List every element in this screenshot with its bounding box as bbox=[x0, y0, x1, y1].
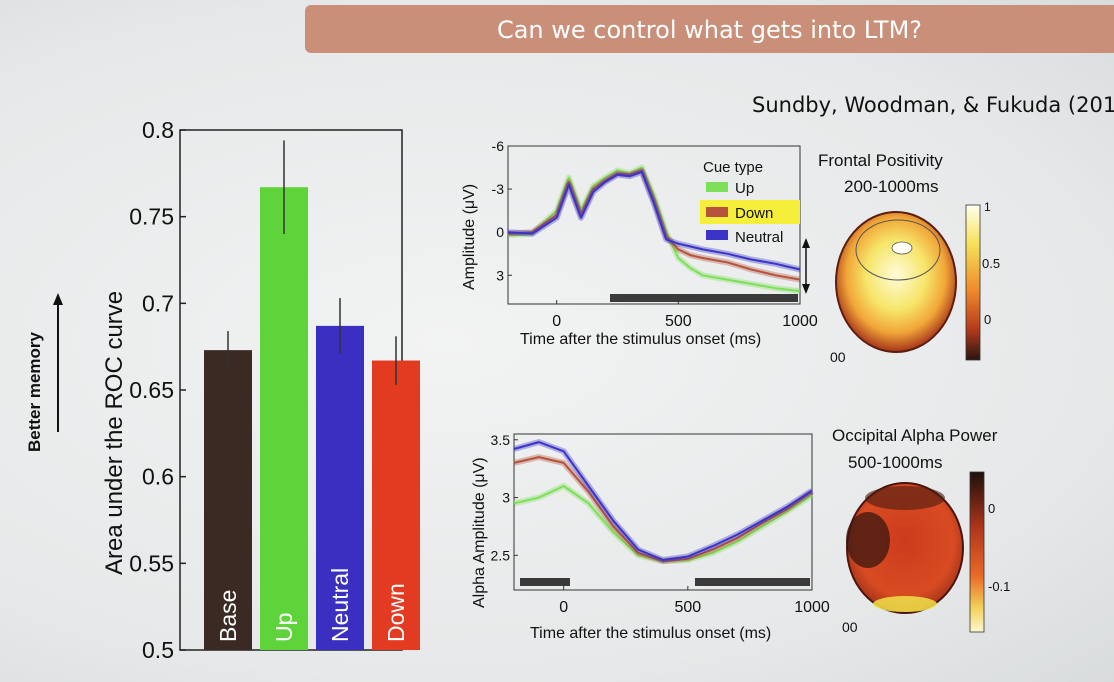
erp-line-chart: Amplitude (μV) Time after the stimulus o… bbox=[461, 138, 818, 348]
legend-label-down: Down bbox=[735, 205, 773, 222]
alpha-x-tick-label: 500 bbox=[674, 599, 701, 616]
alpha-x-tick-label: 1000 bbox=[794, 599, 830, 616]
legend-swatch-neutral bbox=[706, 230, 728, 240]
erp-legend: Cue type Up Down Neutral bbox=[700, 159, 800, 246]
bar-down bbox=[372, 360, 420, 650]
alpha-sig-bar-baseline bbox=[520, 578, 570, 586]
alpha-x-axis-label: Time after the stimulus onset (ms) bbox=[530, 625, 771, 642]
erp-y-tick-label: 0 bbox=[496, 224, 504, 240]
alpha-cbar-tick-neg01: -0.1 bbox=[988, 579, 1010, 594]
legend-swatch-down bbox=[706, 207, 728, 217]
bar-y-tick-label: 0.7 bbox=[142, 290, 174, 316]
alpha-y-axis-label: Alpha Amplitude (μV) bbox=[471, 457, 488, 608]
frontal-title: Frontal Positivity bbox=[818, 151, 943, 170]
frontal-subtitle: 200-1000ms bbox=[844, 177, 939, 196]
alpha-colorbar bbox=[969, 471, 985, 633]
erp-down-arrowhead bbox=[802, 284, 810, 294]
roc-bar-chart: Area under the ROC curve 0.5 0.55 0.6 0.65 0… bbox=[101, 117, 420, 663]
alpha-band-down bbox=[513, 454, 814, 565]
alpha-cbar-tick-0: 0 bbox=[988, 501, 995, 516]
better-memory-arrowhead bbox=[53, 293, 63, 305]
frontal-head-map bbox=[835, 211, 957, 353]
erp-chart-frame bbox=[507, 145, 801, 305]
bar-y-tick-label: 0.55 bbox=[129, 550, 174, 576]
legend-swatch-up bbox=[706, 182, 728, 192]
bar-y-tick-label: 0.6 bbox=[142, 464, 174, 490]
alpha-x-tick-label: 0 bbox=[559, 599, 568, 616]
frontal-topomap: Frontal Positivity 200-1000ms 1 0.5 0 00 bbox=[818, 151, 1000, 365]
bar-y-tick-label: 0.5 bbox=[142, 637, 174, 663]
better-memory-label: Better memory bbox=[25, 331, 44, 452]
legend-label-up: Up bbox=[735, 180, 754, 197]
erp-y-tick-label: 3 bbox=[496, 267, 504, 283]
bar-y-tick-label: 0.75 bbox=[129, 204, 174, 230]
bar-label-base: Base bbox=[215, 590, 241, 642]
erp-legend-title: Cue type bbox=[703, 159, 763, 176]
bar-base bbox=[204, 350, 252, 650]
alpha-line-down bbox=[513, 456, 813, 563]
bar-neutral bbox=[316, 325, 364, 650]
erp-y-tick-label: -3 bbox=[492, 181, 505, 197]
erp-x-tick-label: 0 bbox=[552, 313, 561, 330]
erp-line-down bbox=[507, 169, 801, 281]
frontal-contour bbox=[855, 219, 941, 281]
slide-title: Can we control what gets into LTM? bbox=[496, 16, 923, 44]
erp-x-tick-label: 1000 bbox=[782, 313, 818, 330]
alpha-bottom-glow bbox=[873, 596, 937, 612]
frontal-cbar-tick-1: 1 bbox=[984, 200, 991, 214]
alpha-topomap: Occipital Alpha Power 500-1000ms 0 -0.1 … bbox=[832, 426, 1010, 635]
erp-y-tick-label: -6 bbox=[492, 138, 505, 154]
frontal-corner-label: 00 bbox=[830, 349, 846, 365]
legend-label-neutral: Neutral bbox=[735, 229, 783, 246]
alpha-y-tick-label: 3.5 bbox=[491, 432, 511, 448]
bar-y-tick-label: 0.8 bbox=[142, 117, 174, 143]
erp-x-tick-label: 500 bbox=[665, 313, 692, 330]
bar-up bbox=[260, 187, 308, 650]
alpha-map-title: Occipital Alpha Power bbox=[832, 426, 998, 445]
alpha-y-tick-label: 3 bbox=[502, 490, 510, 506]
citation: Sundby, Woodman, & Fukuda (2019) bbox=[752, 93, 1114, 117]
erp-up-arrowhead bbox=[802, 238, 810, 248]
alpha-dark-top bbox=[865, 486, 945, 510]
alpha-map-subtitle: 500-1000ms bbox=[848, 453, 943, 472]
alpha-line-chart: Alpha Amplitude (μV) Time after the stim… bbox=[471, 432, 830, 642]
alpha-dark-left bbox=[846, 512, 890, 568]
frontal-peak bbox=[891, 241, 913, 255]
alpha-y-tick-label: 2.5 bbox=[491, 547, 511, 563]
bar-label-up: Up bbox=[271, 613, 297, 642]
frontal-cbar-tick-0: 0 bbox=[984, 312, 991, 327]
alpha-line-neutral bbox=[513, 441, 813, 561]
bar-label-neutral: Neutral bbox=[327, 568, 353, 642]
bar-y-axis-label: Area under the ROC curve bbox=[101, 291, 128, 575]
erp-line-up bbox=[507, 166, 801, 293]
bar-label-down: Down bbox=[383, 583, 409, 642]
erp-x-axis-label: Time after the stimulus onset (ms) bbox=[520, 331, 761, 348]
alpha-chart-frame bbox=[513, 433, 813, 591]
erp-line-neutral bbox=[507, 170, 801, 271]
erp-y-axis-label: Amplitude (μV) bbox=[461, 184, 478, 290]
alpha-corner-label: 00 bbox=[842, 619, 858, 635]
erp-sig-bar bbox=[610, 294, 798, 302]
frontal-colorbar bbox=[965, 204, 981, 361]
bar-y-tick-label: 0.65 bbox=[129, 377, 174, 403]
title-banner: Can we control what gets into LTM? bbox=[305, 5, 1114, 53]
alpha-sig-bar-late bbox=[695, 578, 810, 586]
frontal-cbar-tick-05: 0.5 bbox=[982, 256, 1000, 271]
